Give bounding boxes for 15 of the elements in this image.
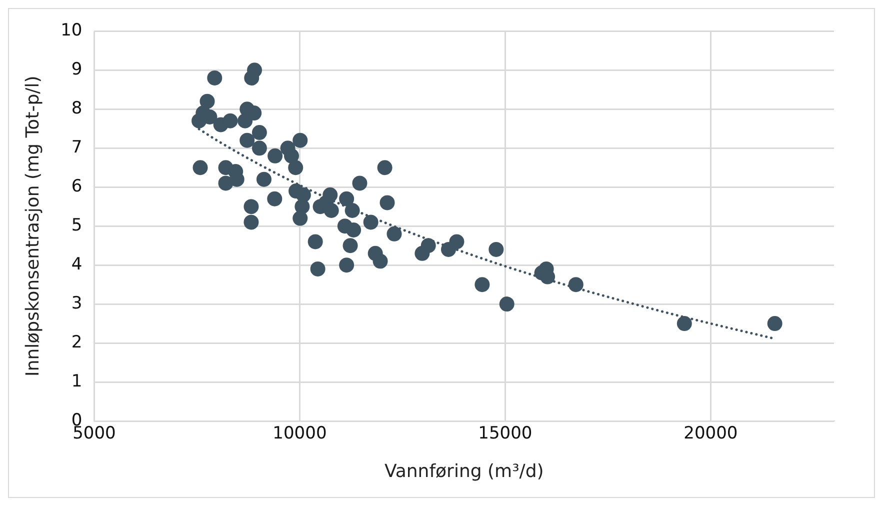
x-tick-label: 20000 xyxy=(684,424,738,444)
x-tick-label: 10000 xyxy=(272,424,327,444)
y-tick-label: 8 xyxy=(71,98,82,119)
y-tick-label: 1 xyxy=(71,371,82,392)
y-tick-label: 4 xyxy=(71,254,82,274)
y-tick-label: 9 xyxy=(71,60,82,80)
y-tick-label: 3 xyxy=(71,293,82,314)
y-tick-label: 6 xyxy=(71,176,82,197)
y-tick-label: 10 xyxy=(60,20,82,41)
x-axis-title: Vannføring (m³/d) xyxy=(384,460,544,482)
y-tick-label: 7 xyxy=(71,138,82,158)
x-tick-label: 15000 xyxy=(478,424,532,444)
y-axis-title: Innløpskonsentrasjon (mg Tot-p/l) xyxy=(22,76,44,376)
y-tick-label: 2 xyxy=(71,332,82,352)
y-tick-label: 5 xyxy=(71,216,82,236)
